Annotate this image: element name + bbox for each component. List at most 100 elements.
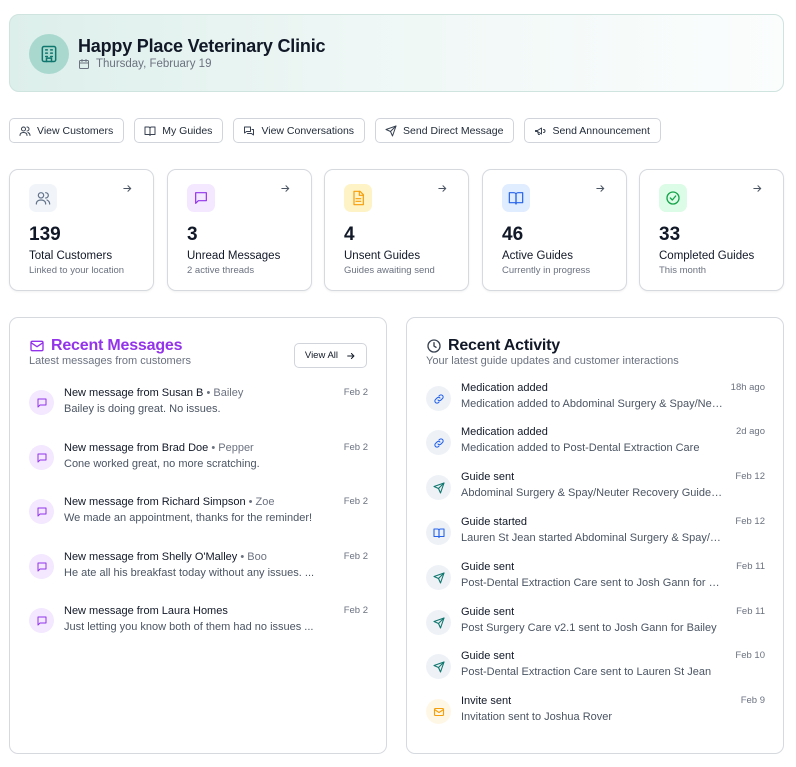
conversations-icon: [244, 126, 255, 135]
message-title: New message from Brad Doe • Pepper: [64, 442, 254, 454]
stat-card-completed-guides[interactable]: 33 Completed Guides This month: [639, 169, 784, 291]
recent-activity-panel: Recent Activity Your latest guide update…: [406, 317, 784, 754]
stat-card-unread-messages[interactable]: 3 Unread Messages 2 active threads: [167, 169, 312, 291]
quick-actions: View Customers My Guides View Conversati…: [9, 118, 661, 143]
stat-card-unsent-guides[interactable]: 4 Unsent Guides Guides awaiting send: [324, 169, 469, 291]
message-preview: Bailey is doing great. No issues.: [64, 403, 221, 415]
megaphone-icon: [535, 127, 546, 135]
view-conversations-label: View Conversations: [261, 124, 355, 137]
pet-name: Boo: [247, 551, 267, 563]
message-title: New message from Shelly O'Malley • Boo: [64, 551, 267, 563]
arrow-right-icon: [438, 185, 447, 192]
activity-item[interactable]: Guide sent Post-Dental Extraction Care s…: [426, 561, 765, 601]
message-item[interactable]: New message from Richard Simpson • Zoe W…: [29, 496, 368, 536]
recent-messages-panel: Recent Messages Latest messages from cus…: [9, 317, 387, 754]
message-preview: Cone worked great, no more scratching.: [64, 458, 260, 470]
activity-title: Guide started: [461, 516, 528, 528]
clinic-header: Happy Place Veterinary Clinic Thursday, …: [9, 14, 784, 92]
activity-description: Abdominal Surgery & Spay/Neuter Recovery…: [461, 487, 725, 499]
recent-activity-title: Recent Activity: [426, 337, 560, 355]
activity-date: Feb 11: [736, 606, 765, 617]
activity-description: Medication added to Post-Dental Extracti…: [461, 442, 700, 454]
stat-label: Completed Guides: [659, 250, 755, 262]
recent-messages-title: Recent Messages: [29, 337, 182, 355]
view-all-button[interactable]: View All: [293, 343, 367, 368]
message-sender: New message from Laura Homes: [64, 605, 228, 617]
view-conversations-button[interactable]: View Conversations: [233, 118, 366, 143]
activity-title: Medication added: [461, 382, 548, 394]
stat-subtext: Currently in progress: [502, 265, 591, 276]
send-icon: [426, 475, 451, 500]
activity-date: 18h ago: [730, 382, 765, 393]
my-guides-button[interactable]: My Guides: [134, 118, 224, 143]
activity-date: Feb 9: [740, 695, 765, 706]
arrow-right-icon: [753, 185, 762, 192]
message-title: New message from Richard Simpson • Zoe: [64, 496, 275, 508]
message-sender: New message from Brad Doe: [64, 442, 209, 454]
link-icon: [426, 430, 451, 455]
calendar-icon: [79, 59, 89, 69]
mail-icon: [30, 340, 44, 352]
message-title: New message from Susan B • Bailey: [64, 387, 244, 399]
message-preview: We made an appointment, thanks for the r…: [64, 512, 313, 524]
view-all-label: View All: [304, 350, 338, 361]
recent-messages-title-text: Recent Messages: [51, 337, 183, 354]
book-icon: [502, 184, 530, 212]
stat-value: 139: [29, 224, 61, 245]
message-item[interactable]: New message from Laura Homes Just lettin…: [29, 605, 368, 645]
message-icon: [187, 184, 215, 212]
activity-title: Medication added: [461, 426, 548, 438]
stat-value: 3: [187, 224, 198, 245]
view-customers-button[interactable]: View Customers: [9, 118, 125, 143]
send-announcement-button[interactable]: Send Announcement: [524, 118, 661, 143]
message-preview: He ate all his breakfast today without a…: [64, 567, 315, 579]
activity-item[interactable]: Guide sent Post-Dental Extraction Care s…: [426, 650, 765, 690]
activity-item[interactable]: Medication added Medication added to Abd…: [426, 382, 765, 422]
users-icon: [29, 184, 57, 212]
activity-date: Feb 11: [736, 561, 765, 572]
stat-card-total-customers[interactable]: 139 Total Customers Linked to your locat…: [9, 169, 154, 291]
recent-activity-subtitle: Your latest guide updates and customer i…: [426, 355, 679, 367]
check-circle-icon: [659, 184, 687, 212]
message-item[interactable]: New message from Shelly O'Malley • Boo H…: [29, 551, 368, 591]
stat-label: Unsent Guides: [344, 250, 421, 262]
activity-item[interactable]: Guide sent Abdominal Surgery & Spay/Neut…: [426, 471, 765, 511]
document-icon: [344, 184, 372, 212]
message-item[interactable]: New message from Susan B • Bailey Bailey…: [29, 387, 368, 427]
activity-item[interactable]: Guide sent Post Surgery Care v2.1 sent t…: [426, 606, 765, 646]
message-title: New message from Laura Homes: [64, 605, 228, 617]
activity-description: Post Surgery Care v2.1 sent to Josh Gann…: [461, 622, 717, 634]
message-sender: New message from Shelly O'Malley: [64, 551, 238, 563]
message-item[interactable]: New message from Brad Doe • Pepper Cone …: [29, 442, 368, 482]
my-guides-label: My Guides: [162, 124, 213, 137]
message-date: Feb 2: [343, 442, 368, 453]
activity-description: Invitation sent to Joshua Rover: [461, 711, 613, 723]
recent-activity-title-text: Recent Activity: [448, 337, 561, 354]
activity-title: Guide sent: [461, 561, 515, 573]
message-icon: [29, 390, 54, 415]
stat-label: Active Guides: [502, 250, 573, 262]
stat-label: Total Customers: [29, 250, 113, 262]
stat-card-active-guides[interactable]: 46 Active Guides Currently in progress: [482, 169, 627, 291]
activity-item[interactable]: Invite sent Invitation sent to Joshua Ro…: [426, 695, 765, 735]
activity-date: Feb 12: [735, 471, 765, 482]
message-icon: [29, 608, 54, 633]
book-icon: [144, 126, 156, 136]
link-icon: [426, 386, 451, 411]
stat-value: 4: [344, 224, 355, 245]
send-announcement-label: Send Announcement: [552, 124, 650, 137]
message-sender: New message from Susan B: [64, 387, 204, 399]
activity-date: Feb 10: [735, 650, 765, 661]
send-icon: [426, 565, 451, 590]
send-direct-message-label: Send Direct Message: [403, 124, 504, 137]
send-direct-message-button[interactable]: Send Direct Message: [375, 118, 515, 143]
send-icon: [426, 610, 451, 635]
stat-subtext: 2 active threads: [187, 265, 255, 276]
activity-date: Feb 12: [735, 516, 765, 527]
activity-item[interactable]: Medication added Medication added to Pos…: [426, 426, 765, 466]
view-customers-label: View Customers: [37, 124, 114, 137]
activity-item[interactable]: Guide started Lauren St Jean started Abd…: [426, 516, 765, 556]
stat-subtext: Linked to your location: [29, 265, 125, 276]
message-sender: New message from Richard Simpson: [64, 496, 246, 508]
stat-value: 33: [659, 224, 681, 245]
